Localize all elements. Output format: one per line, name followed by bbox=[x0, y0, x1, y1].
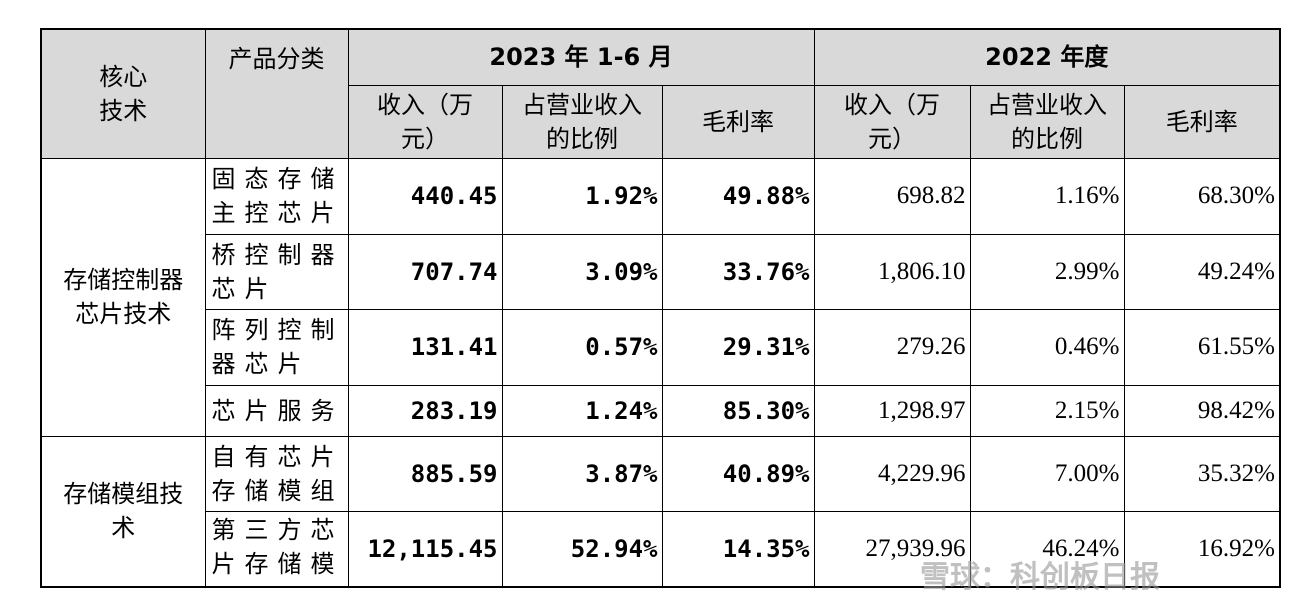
product-cell: 自有芯片存储模组 bbox=[204, 435, 349, 512]
table-row: 存储控制器芯片技术 固态存储主控芯片 440.45 1.92% 49.88% 698.82… bbox=[40, 157, 1281, 437]
header-cell: 收入（万元） bbox=[813, 84, 971, 159]
header-cell: 产品分类 bbox=[204, 28, 349, 159]
value-cell: 52.94% bbox=[501, 510, 663, 588]
product-cell: 第三方芯片存储模组 bbox=[204, 510, 349, 588]
value-cell: 49.88% bbox=[661, 157, 815, 235]
value-cell: 0.46% bbox=[969, 308, 1125, 386]
value-cell: 29.31% bbox=[661, 308, 815, 386]
watermark: 雪球：科创板日报 bbox=[920, 560, 1160, 595]
product-text: 固态存储主控芯片 bbox=[211, 165, 344, 227]
table-row: 芯片服务 283.19 1.24% 85.30% 1,298.97 2.15% 98.42% bbox=[41, 384, 1281, 437]
header-text: 收入（万元） bbox=[377, 90, 473, 153]
value-cell: 0.57% bbox=[501, 308, 663, 386]
header-text: 收入（万元） bbox=[844, 90, 940, 153]
value-cell: 12,115.45 bbox=[347, 510, 503, 588]
value-cell: 131.41 bbox=[347, 308, 503, 386]
value-cell: 1.24% bbox=[501, 384, 663, 437]
value-cell: 3.09% bbox=[501, 233, 663, 310]
value-cell: 7.00% bbox=[969, 435, 1125, 512]
header-cell: 收入（万元） bbox=[347, 84, 503, 159]
value-cell: 14.35% bbox=[661, 510, 815, 588]
value-cell: 1.92% bbox=[501, 157, 663, 235]
value-cell: 35.32% bbox=[1123, 435, 1281, 512]
value-cell: 3.87% bbox=[501, 435, 663, 512]
product-cell: 芯片服务 bbox=[204, 384, 349, 437]
product-cell: 阵列控制器芯片 bbox=[204, 308, 349, 386]
value-cell: 2.99% bbox=[969, 233, 1125, 310]
value-cell: 27,939.96 bbox=[813, 510, 971, 588]
header-cell: 毛利率 bbox=[1123, 84, 1281, 159]
period-header: 2023 年 1-6 月 bbox=[347, 28, 815, 86]
header-cell: 占营业收入的比例 bbox=[969, 84, 1125, 159]
value-cell: 33.76% bbox=[661, 233, 815, 310]
value-cell: 85.30% bbox=[661, 384, 815, 437]
table-row: 桥控制器芯片 707.74 3.09% 33.76% 1,806.10 2.99% 49.2… bbox=[41, 233, 1281, 310]
value-cell: 49.24% bbox=[1123, 233, 1281, 310]
value-cell: 283.19 bbox=[347, 384, 503, 437]
header-text: 核心技术 bbox=[99, 62, 148, 125]
value-cell: 2.15% bbox=[969, 384, 1125, 437]
value-cell: 40.89% bbox=[661, 435, 815, 512]
value-cell: 279.26 bbox=[813, 308, 971, 386]
table-row: 阵列控制器芯片 131.41 0.57% 29.31% 279.26 0.46% 61.55… bbox=[41, 308, 1281, 386]
value-cell: 1,298.97 bbox=[813, 384, 971, 437]
tech-text: 存储模组技术 bbox=[63, 480, 184, 543]
product-text: 桥控制器芯片 bbox=[211, 240, 344, 303]
product-text: 阵列控制器芯片 bbox=[211, 316, 344, 378]
table-body: 存储控制器芯片技术 固态存储主控芯片 440.45 1.92% 49.88% 698.82… bbox=[40, 157, 1281, 588]
product-cell: 固态存储主控芯片 bbox=[204, 157, 349, 235]
value-cell: 707.74 bbox=[347, 233, 503, 310]
tech-cell: 存储模组技术 bbox=[40, 435, 206, 588]
tech-text: 存储控制器芯片技术 bbox=[63, 266, 184, 328]
header-text: 产品分类 bbox=[228, 45, 325, 73]
value-cell: 4,229.96 bbox=[813, 435, 971, 512]
header-row: 收入（万元） 占营业收入的比例 毛利率 收入（万元） 占营业收入的比例 毛利率 bbox=[41, 84, 1281, 159]
value-cell: 1.16% bbox=[969, 157, 1125, 235]
product-cell: 桥控制器芯片 bbox=[204, 233, 349, 310]
period-header: 2022 年度 bbox=[813, 28, 1281, 86]
value-cell: 16.92% bbox=[1123, 510, 1281, 588]
header-cell: 核心技术 bbox=[40, 28, 206, 159]
value-cell: 440.45 bbox=[347, 157, 503, 235]
header-text: 毛利率 bbox=[702, 107, 774, 136]
value-cell: 885.59 bbox=[347, 435, 503, 512]
header-cell: 毛利率 bbox=[661, 84, 815, 159]
value-cell: 61.55% bbox=[1123, 308, 1281, 386]
header-text: 占营业收入的比例 bbox=[987, 90, 1107, 153]
value-cell: 46.24% bbox=[969, 510, 1125, 588]
header-text: 毛利率 bbox=[1165, 107, 1238, 136]
header-cell: 占营业收入的比例 bbox=[501, 84, 663, 159]
value-cell: 698.82 bbox=[813, 157, 971, 235]
header-text: 占营业收入的比例 bbox=[522, 90, 642, 153]
value-cell: 1,806.10 bbox=[813, 233, 971, 310]
table-row: 第三方芯片存储模组12,115.4552.94%14.35%27,939.964… bbox=[41, 510, 1281, 588]
table-row: 存储模组技术 自有芯片存储模组 885.59 3.87% 40.89% 4,229.96 7… bbox=[40, 435, 1281, 588]
data-table: 核心技术 产品分类 2023 年 1-6 月 2022 年度 收入（万元） 占营… bbox=[40, 28, 1281, 588]
product-text: 第三方芯片存储模组 bbox=[211, 515, 344, 585]
value-cell: 98.42% bbox=[1123, 384, 1281, 437]
value-cell: 68.30% bbox=[1123, 157, 1281, 235]
product-text: 芯片服务 bbox=[211, 396, 344, 425]
tech-cell: 存储控制器芯片技术 bbox=[40, 157, 206, 437]
header-row: 核心技术 产品分类 2023 年 1-6 月 2022 年度 bbox=[40, 28, 1281, 159]
product-text: 自有芯片存储模组 bbox=[211, 442, 344, 505]
